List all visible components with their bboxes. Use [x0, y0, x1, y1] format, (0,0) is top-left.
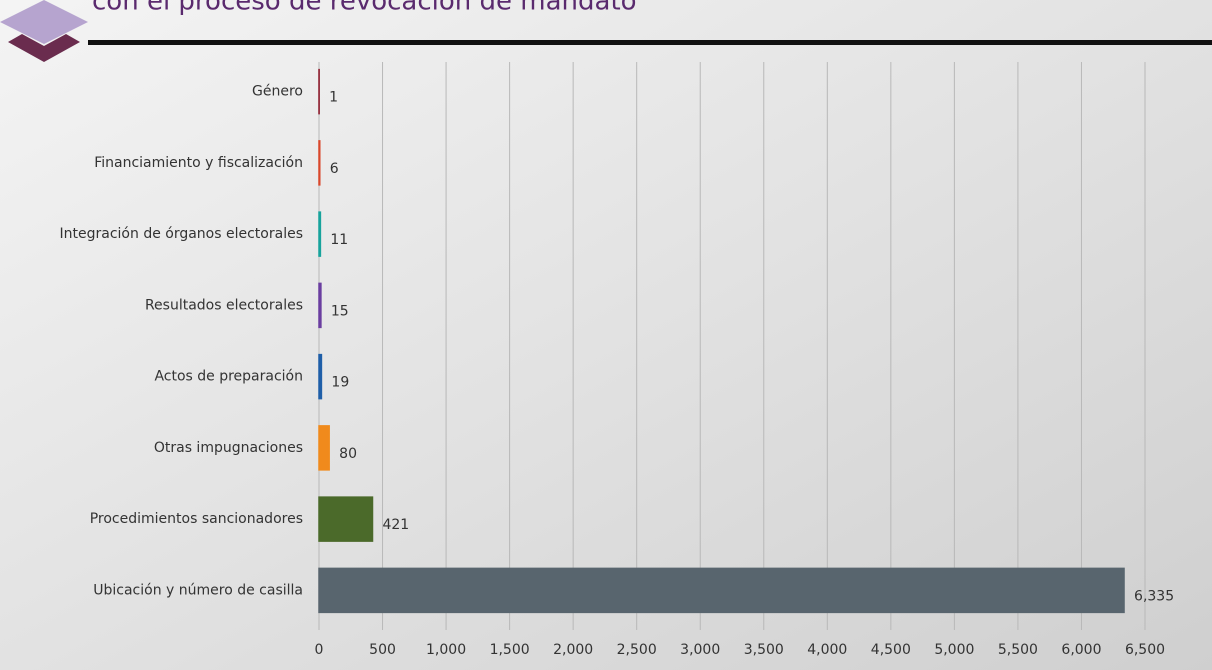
bar: [318, 425, 330, 471]
y-tick-label: Actos de preparación: [154, 369, 303, 385]
y-tick-label: Financiamiento y fiscalización: [94, 155, 303, 171]
x-tick-label: 1,000: [426, 642, 466, 658]
data-label: 80: [339, 446, 357, 462]
data-label: 11: [330, 232, 348, 248]
bar: [318, 211, 322, 257]
data-label: 6: [330, 161, 339, 177]
y-tick-label: Género: [252, 84, 303, 100]
data-label: 19: [331, 375, 349, 391]
x-tick-label: 500: [369, 642, 396, 658]
x-tick-label: 3,000: [680, 642, 720, 658]
logo-top: [0, 0, 88, 44]
bar: [318, 282, 322, 329]
x-tick-label: 3,500: [744, 642, 784, 658]
x-tick-label: 1,500: [490, 642, 530, 658]
x-tick-label: 5,000: [934, 642, 974, 658]
chart-title: con el proceso de revocación de mandato: [92, 0, 637, 17]
x-tick-label: 6,500: [1125, 642, 1165, 658]
x-tick-label: 2,500: [617, 642, 657, 658]
y-tick-label: Ubicación y número de casilla: [93, 582, 303, 598]
logo-bottom: [8, 34, 80, 62]
x-tick-label: 4,500: [871, 642, 911, 658]
title-rule: [88, 40, 1212, 45]
x-tick-label: 6,000: [1061, 642, 1101, 658]
bar: [318, 567, 1125, 614]
data-label: 1: [329, 90, 338, 106]
x-tick-label: 0: [315, 642, 324, 658]
y-tick-label: Resultados electorales: [145, 297, 303, 313]
x-tick-label: 4,000: [807, 642, 847, 658]
data-label: 421: [382, 517, 409, 533]
data-label: 15: [331, 303, 349, 319]
y-tick-label: Otras impugnaciones: [154, 440, 303, 456]
x-tick-label: 2,000: [553, 642, 593, 658]
bar: [318, 140, 321, 186]
y-tick-label: Procedimientos sancionadores: [90, 511, 303, 527]
bar: [318, 496, 374, 542]
x-tick-label: 5,500: [998, 642, 1038, 658]
data-label: 6,335: [1134, 588, 1174, 604]
bar: [318, 353, 323, 400]
y-tick-label: Integración de órganos electorales: [60, 226, 303, 242]
